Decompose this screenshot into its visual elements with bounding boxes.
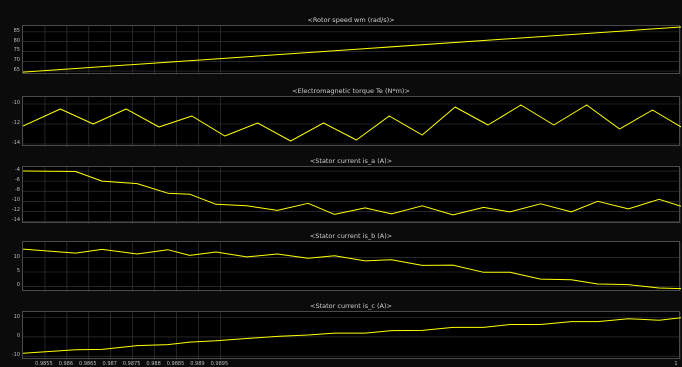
y-tick-label: 10 — [13, 313, 20, 320]
plot-axes[interactable] — [22, 25, 681, 75]
plot-canvas — [23, 26, 681, 75]
signal-trace — [23, 317, 681, 354]
x-tick-label: 0.9875 — [122, 361, 141, 367]
x-tick-label: 0.9865 — [79, 361, 97, 367]
y-tick-label: 10 — [13, 253, 20, 260]
y-tick-label: -12 — [11, 120, 20, 126]
y-tick-label: 0 — [16, 282, 20, 289]
x-tick-label: 0.987 — [102, 361, 117, 367]
plot-canvas — [23, 97, 681, 147]
y-tick-label: 85 — [13, 27, 20, 34]
panel-title: <Electromagnetic torque Te (N*m)> — [292, 87, 410, 95]
x-tick-label: 0.988 — [146, 361, 161, 367]
y-tick-label: -14 — [11, 217, 20, 224]
y-tick-label: 70 — [13, 57, 20, 64]
y-tick-label: 65 — [13, 67, 20, 74]
x-tick-label: 0.9855 — [35, 361, 53, 367]
x-tick-label: 0.9895 — [210, 361, 229, 367]
plot-axes[interactable] — [22, 166, 681, 224]
y-tick-label: 80 — [13, 37, 20, 44]
plot-canvas — [23, 312, 681, 360]
signal-trace — [23, 104, 681, 142]
y-tick-label: 75 — [13, 47, 20, 54]
x-tick-label: 0.9885 — [166, 361, 185, 367]
x-tick-label: 0.986 — [58, 361, 74, 367]
x-tick-label: 1 — [674, 361, 678, 367]
plot-canvas — [23, 167, 681, 224]
y-tick-label: -10 — [11, 352, 20, 359]
y-tick-label: -10 — [11, 197, 20, 204]
y-tick-label: 5 — [16, 268, 20, 274]
signal-trace — [23, 248, 681, 290]
x-tick-label: 0.989 — [190, 361, 205, 367]
plot-axes[interactable] — [22, 96, 681, 147]
plot-axes[interactable] — [22, 241, 681, 292]
plot-canvas — [23, 242, 681, 292]
signal-trace — [23, 170, 681, 216]
y-tick-label: -14 — [11, 140, 20, 146]
y-tick-label: -8 — [15, 187, 20, 194]
panel-title: <Stator current is_a (A)> — [309, 157, 393, 165]
y-tick-label: 0 — [16, 332, 20, 339]
panel-title: <Rotor speed wm (rad/s)> — [307, 16, 395, 24]
y-tick-label: -4 — [15, 167, 20, 174]
y-tick-label: -10 — [11, 100, 20, 106]
y-tick-label: -12 — [11, 207, 20, 214]
panel-title: <Stator current is_b (A)> — [309, 232, 393, 240]
plot-axes[interactable] — [22, 311, 681, 360]
panel-title: <Stator current is_c (A)> — [310, 302, 392, 310]
y-tick-label: -6 — [15, 177, 20, 184]
signal-trace — [23, 26, 681, 73]
